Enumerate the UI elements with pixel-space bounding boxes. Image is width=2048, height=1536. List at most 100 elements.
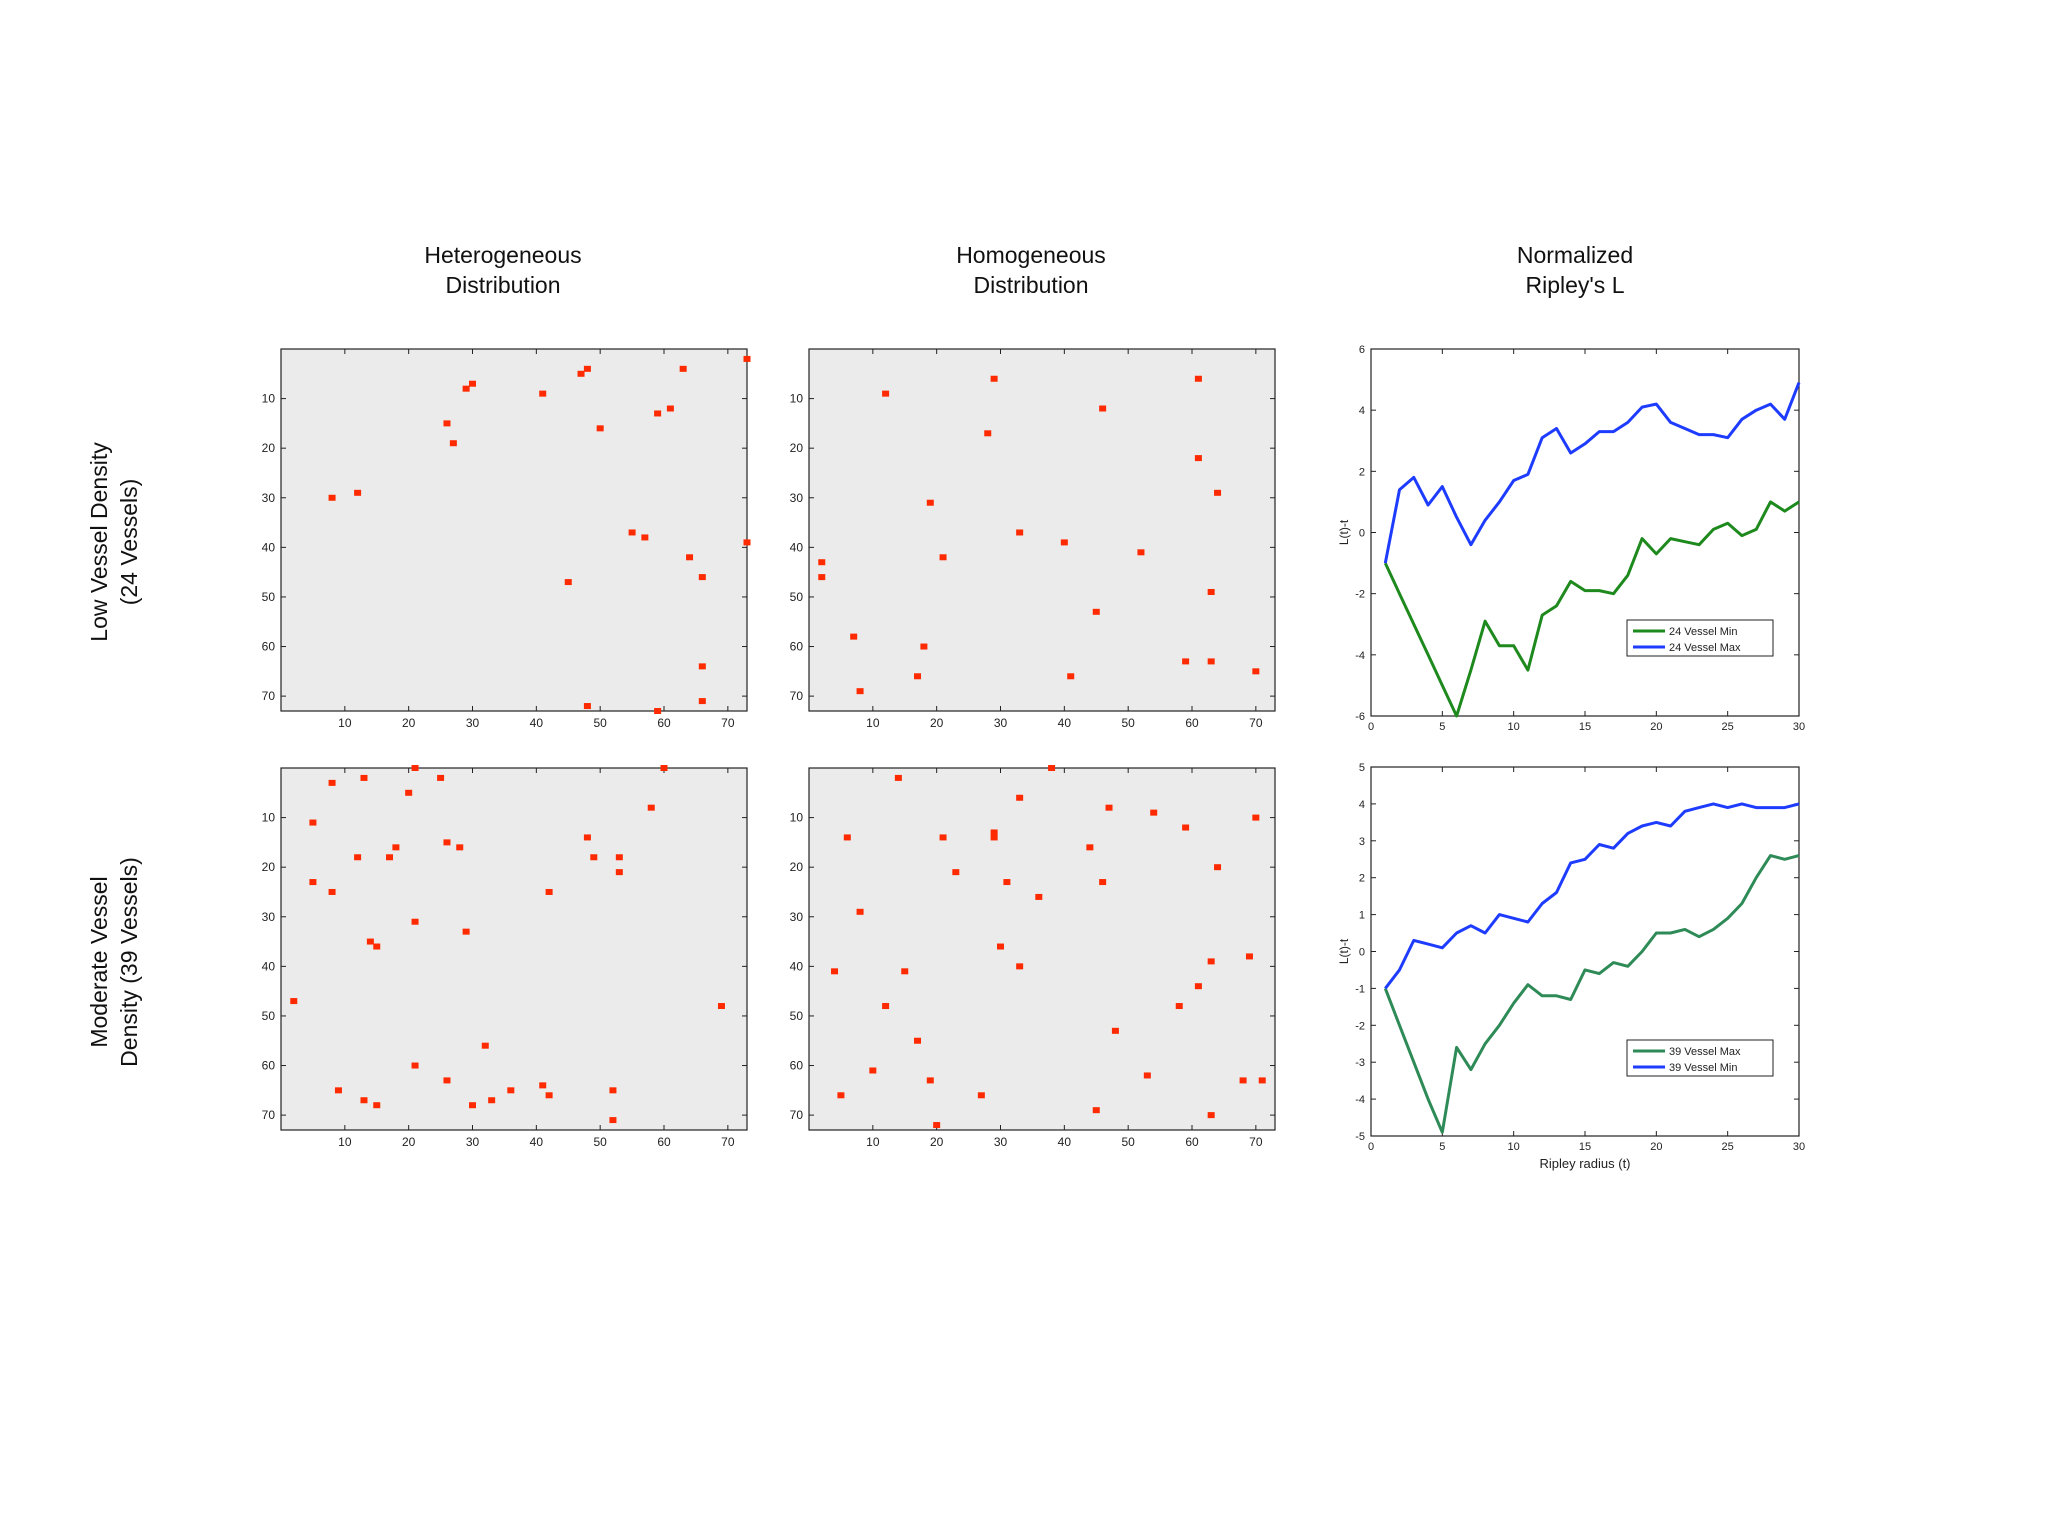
vessel-point bbox=[1182, 658, 1190, 665]
vessel-point bbox=[666, 405, 674, 412]
vessel-point bbox=[609, 1087, 617, 1094]
vessel-point bbox=[628, 529, 636, 536]
y-tick-label: -3 bbox=[1355, 1057, 1365, 1069]
legend-label: 24 Vessel Max bbox=[1669, 642, 1741, 654]
plot-area bbox=[808, 767, 1276, 1131]
vessel-point bbox=[990, 375, 998, 382]
y-tick-label: 60 bbox=[790, 640, 804, 654]
column-title-line: Distribution bbox=[445, 272, 561, 298]
vessel-point bbox=[462, 385, 470, 392]
vessel-point bbox=[1092, 1107, 1100, 1114]
x-tick-label: 50 bbox=[593, 1135, 607, 1149]
x-tick-label: 70 bbox=[1249, 1135, 1263, 1149]
y-tick-label: 30 bbox=[790, 491, 804, 505]
row-label-line: Moderate Vessel bbox=[86, 876, 112, 1048]
y-tick-label: 30 bbox=[790, 910, 804, 924]
y-tick-label: -2 bbox=[1355, 1020, 1365, 1032]
vessel-point bbox=[856, 688, 864, 695]
vessel-point bbox=[609, 1117, 617, 1124]
y-tick-label: 40 bbox=[262, 540, 276, 554]
row-label-moderate-density: Moderate Vessel Density (39 Vessels) bbox=[84, 722, 144, 1202]
vessel-point bbox=[1150, 809, 1158, 816]
y-tick-label: 60 bbox=[262, 640, 276, 654]
vessel-point bbox=[577, 370, 585, 377]
x-tick-label: 30 bbox=[466, 1135, 480, 1149]
row-label-line: Density (39 Vessels) bbox=[116, 857, 142, 1067]
x-tick-label: 60 bbox=[657, 1135, 671, 1149]
x-tick-label: 30 bbox=[1793, 1141, 1805, 1153]
vessel-point bbox=[360, 774, 368, 781]
ripley-moderate-density: 0 5 10 15 20 25 30 -5 -4 -3 -2 -1 0 1 2 3 4 5 L(t)-t Ripley… bbox=[1337, 762, 1805, 1171]
x-tick-label: 5 bbox=[1439, 1141, 1445, 1153]
y-tick-label: -2 bbox=[1355, 589, 1365, 601]
vessel-point bbox=[977, 1092, 985, 1099]
vessel-point bbox=[1016, 963, 1024, 970]
column-title-line: Normalized bbox=[1516, 242, 1634, 268]
vessel-point bbox=[328, 888, 336, 895]
vessel-point bbox=[583, 703, 591, 710]
y-tick-label: 0 bbox=[1359, 528, 1365, 540]
x-tick-label: 10 bbox=[338, 1135, 352, 1149]
y-tick-label: 40 bbox=[790, 540, 804, 554]
y-tick-label: 2 bbox=[1359, 873, 1365, 885]
y-tick-label: 10 bbox=[790, 811, 804, 825]
y-tick-label: 20 bbox=[262, 441, 276, 455]
y-tick-label: 10 bbox=[262, 811, 276, 825]
y-tick-label: 6 bbox=[1359, 344, 1365, 356]
vessel-point bbox=[818, 574, 826, 581]
x-tick-label: 70 bbox=[721, 716, 735, 730]
y-tick-label: 70 bbox=[790, 1108, 804, 1122]
vessel-point bbox=[914, 1037, 922, 1044]
x-tick-label: 50 bbox=[1121, 1135, 1135, 1149]
vessel-point bbox=[843, 834, 851, 841]
row-label-line: (24 Vessels) bbox=[116, 478, 142, 606]
y-tick-label: -1 bbox=[1355, 983, 1365, 995]
y-tick-label: 60 bbox=[790, 1059, 804, 1073]
y-tick-label: 10 bbox=[790, 392, 804, 406]
vessel-point bbox=[309, 879, 317, 886]
vessel-point bbox=[939, 834, 947, 841]
series-line bbox=[1383, 854, 1800, 1134]
vessel-point bbox=[1207, 588, 1215, 595]
y-axis-label: L(t)-t bbox=[1337, 519, 1351, 545]
column-title-heterogeneous: Heterogeneous Distribution bbox=[303, 240, 703, 300]
vessel-point bbox=[869, 1067, 877, 1074]
vessel-point bbox=[1048, 765, 1056, 771]
vessel-point bbox=[590, 854, 598, 861]
vessel-point bbox=[686, 554, 694, 561]
vessel-point bbox=[507, 1087, 515, 1094]
vessel-point bbox=[831, 968, 839, 975]
x-tick-label: 40 bbox=[1058, 1135, 1072, 1149]
x-tick-label: 15 bbox=[1579, 721, 1591, 733]
vessel-point bbox=[354, 489, 362, 496]
x-tick-label: 10 bbox=[1508, 721, 1520, 733]
vessel-point bbox=[1099, 405, 1107, 412]
x-tick-label: 40 bbox=[1058, 716, 1072, 730]
vessel-point bbox=[1003, 879, 1011, 886]
vessel-point bbox=[309, 819, 317, 826]
y-tick-label: 10 bbox=[262, 392, 276, 406]
vessel-point bbox=[1060, 539, 1068, 546]
vessel-point bbox=[1035, 893, 1043, 900]
vessel-point bbox=[615, 854, 623, 861]
vessel-point bbox=[392, 844, 400, 851]
vessel-point bbox=[360, 1097, 368, 1104]
y-tick-label: 0 bbox=[1359, 947, 1365, 959]
y-tick-label: 70 bbox=[262, 1108, 276, 1122]
vessel-point bbox=[411, 1062, 419, 1069]
vessel-point bbox=[1137, 549, 1145, 556]
x-tick-label: 0 bbox=[1368, 1141, 1374, 1153]
vessel-point bbox=[373, 943, 381, 950]
y-tick-label: -5 bbox=[1355, 1131, 1365, 1143]
vessel-point bbox=[894, 774, 902, 781]
vessel-point bbox=[1143, 1072, 1151, 1079]
y-tick-label: 50 bbox=[262, 1009, 276, 1023]
vessel-point bbox=[411, 918, 419, 925]
vessel-point bbox=[743, 539, 751, 546]
plot-area bbox=[1370, 766, 1800, 1137]
vessel-point bbox=[939, 554, 947, 561]
y-tick-label: 5 bbox=[1359, 762, 1365, 774]
legend-label: 39 Vessel Min bbox=[1669, 1062, 1737, 1074]
vessel-point bbox=[660, 765, 668, 771]
vessel-point bbox=[1214, 489, 1222, 496]
